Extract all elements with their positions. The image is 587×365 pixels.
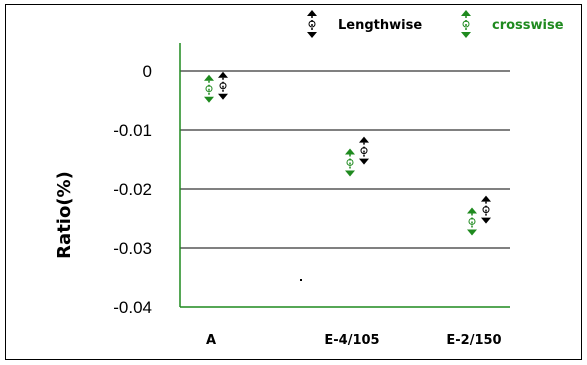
data-point-lengthwise — [481, 195, 491, 224]
y-tick-label: -0.03 — [113, 239, 152, 258]
axes — [179, 43, 510, 308]
chart-frame: 0 -0.01 -0.02 -0.03 -0.04 A E-4/105 E-2/150 Ra… — [5, 4, 582, 360]
data-points — [204, 71, 491, 236]
x-category-label: E-2/150 — [446, 333, 501, 348]
data-point-crosswise — [204, 74, 214, 103]
data-point-crosswise — [467, 207, 477, 236]
y-tick-label: -0.02 — [113, 180, 152, 199]
data-point-crosswise — [345, 148, 355, 177]
x-category-label: A — [206, 333, 216, 348]
y-tick-label: -0.01 — [113, 121, 152, 140]
legend-marker-crosswise — [461, 10, 471, 38]
y-tick-label: 0 — [143, 62, 152, 81]
stray-dot — [300, 279, 302, 281]
legend-marker-lengthwise — [307, 10, 317, 38]
chart-svg: 0 -0.01 -0.02 -0.03 -0.04 A E-4/105 E-2/150 Ra… — [54, 10, 564, 348]
legend: Lengthwise crosswise — [307, 10, 564, 38]
legend-label: crosswise — [492, 18, 564, 33]
y-tick-label: -0.04 — [113, 298, 152, 317]
y-tick-labels: 0 -0.01 -0.02 -0.03 -0.04 — [113, 62, 152, 317]
legend-label: Lengthwise — [338, 18, 422, 33]
data-point-lengthwise — [359, 136, 369, 165]
y-axis-label: Ratio(%) — [54, 171, 75, 259]
x-category-labels: A E-4/105 E-2/150 — [206, 333, 502, 348]
data-point-lengthwise — [218, 71, 228, 100]
gridlines — [180, 70, 510, 249]
x-category-label: E-4/105 — [324, 333, 379, 348]
